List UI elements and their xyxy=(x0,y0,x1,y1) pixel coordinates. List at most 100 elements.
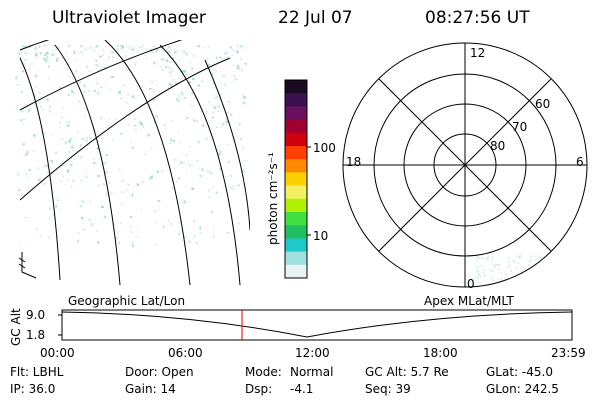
aurora-speck xyxy=(232,140,234,142)
aurora-speck xyxy=(185,52,188,56)
aurora-speck xyxy=(71,186,73,189)
aurora-speck xyxy=(219,81,221,83)
aurora-speck xyxy=(236,162,239,164)
aurora-speck xyxy=(87,47,90,49)
aurora-speck xyxy=(218,163,220,166)
aurora-speck xyxy=(24,216,28,219)
aurora-speck xyxy=(72,145,74,149)
polar-aurora-speck xyxy=(536,271,539,274)
aurora-speck xyxy=(240,57,243,61)
polar-aurora-speck xyxy=(510,270,512,272)
polar-aurora-speck xyxy=(483,274,486,276)
aurora-speck xyxy=(175,49,179,53)
aurora-speck xyxy=(24,59,27,61)
aurora-speck xyxy=(199,226,201,229)
aurora-speck xyxy=(213,87,216,89)
polar-aurora-speck xyxy=(534,273,536,275)
aurora-speck xyxy=(48,61,51,63)
polar-aurora-speck xyxy=(527,275,529,278)
aurora-speck xyxy=(27,111,29,113)
aurora-speck xyxy=(109,76,113,78)
aurora-speck xyxy=(121,45,124,49)
colorbar-band xyxy=(285,93,307,107)
polar-aurora-speck xyxy=(498,268,500,270)
polar-aurora-speck xyxy=(486,257,488,260)
time-label: 08:27:56 UT xyxy=(425,8,530,28)
aurora-speck xyxy=(226,143,230,146)
polar-aurora-speck xyxy=(478,274,480,276)
aurora-speck xyxy=(107,182,111,184)
aurora-speck xyxy=(51,54,54,57)
xtick-2359: 23:59 xyxy=(551,346,586,360)
aurora-speck xyxy=(73,51,76,54)
aurora-speck xyxy=(184,236,187,238)
aurora-speck xyxy=(123,84,125,87)
aurora-speck xyxy=(132,241,134,244)
aurora-speck xyxy=(24,52,27,55)
aurora-speck xyxy=(68,45,71,47)
aurora-speck xyxy=(50,54,52,56)
aurora-speck xyxy=(244,62,247,65)
aurora-speck xyxy=(131,48,135,51)
aurora-speck xyxy=(62,164,65,166)
aurora-speck xyxy=(155,220,157,224)
polar-aurora-speck xyxy=(495,263,498,266)
instrument-title: Ultraviolet Imager xyxy=(52,8,206,28)
aurora-speck xyxy=(108,118,111,120)
aurora-speck xyxy=(35,51,38,54)
polar-aurora-speck xyxy=(517,279,519,281)
aurora-speck xyxy=(47,56,49,58)
aurora-speck xyxy=(91,222,94,226)
aurora-speck xyxy=(77,131,79,133)
aurora-speck xyxy=(197,45,200,48)
aurora-speck xyxy=(66,68,69,70)
polar-aurora-speck xyxy=(491,270,494,273)
aurora-speck xyxy=(27,109,31,112)
aurora-speck xyxy=(96,147,99,150)
aurora-speck xyxy=(35,75,38,78)
aurora-speck xyxy=(103,215,107,219)
aurora-speck xyxy=(52,45,56,47)
aurora-speck xyxy=(126,130,128,132)
polar-aurora-speck xyxy=(531,269,534,271)
aurora-speck xyxy=(169,67,172,70)
aurora-speck xyxy=(57,227,60,230)
aurora-speck xyxy=(128,45,131,49)
colorbar-unit-label: photon cm⁻²s⁻¹ xyxy=(266,152,280,245)
aurora-speck xyxy=(60,180,63,183)
aurora-speck xyxy=(155,51,157,54)
aurora-speck xyxy=(59,86,62,89)
aurora-speck xyxy=(119,97,123,99)
aurora-speck xyxy=(131,95,134,98)
aurora-speck xyxy=(81,200,85,203)
aurora-speck xyxy=(49,217,51,220)
aurora-speck xyxy=(104,66,106,70)
aurora-speck xyxy=(121,179,124,182)
aurora-speck xyxy=(169,142,172,145)
aurora-speck xyxy=(68,94,70,97)
polar-aurora-speck xyxy=(520,255,522,257)
aurora-speck xyxy=(129,224,132,227)
aurora-speck xyxy=(140,122,143,126)
aurora-speck xyxy=(26,151,29,155)
polar-aurora-speck xyxy=(500,271,503,274)
polar-aurora-speck xyxy=(477,257,479,260)
aurora-speck xyxy=(123,118,126,120)
polar-aurora-speck xyxy=(491,256,493,258)
aurora-speck xyxy=(150,175,153,179)
aurora-speck xyxy=(18,170,21,172)
aurora-speck xyxy=(61,106,64,109)
aurora-speck xyxy=(39,235,42,238)
aurora-speck xyxy=(90,46,92,50)
aurora-speck xyxy=(140,104,142,107)
aurora-speck xyxy=(120,47,123,50)
aurora-speck xyxy=(90,219,92,222)
aurora-speck xyxy=(149,148,152,150)
aurora-speck xyxy=(95,63,97,67)
polar-aurora-speck xyxy=(498,264,501,266)
info-door: Door: Open xyxy=(125,365,194,379)
info-filter: Flt: LBHL xyxy=(10,365,64,379)
aurora-speck xyxy=(137,224,139,228)
colorbar-band xyxy=(285,264,307,279)
aurora-speck xyxy=(88,218,90,221)
